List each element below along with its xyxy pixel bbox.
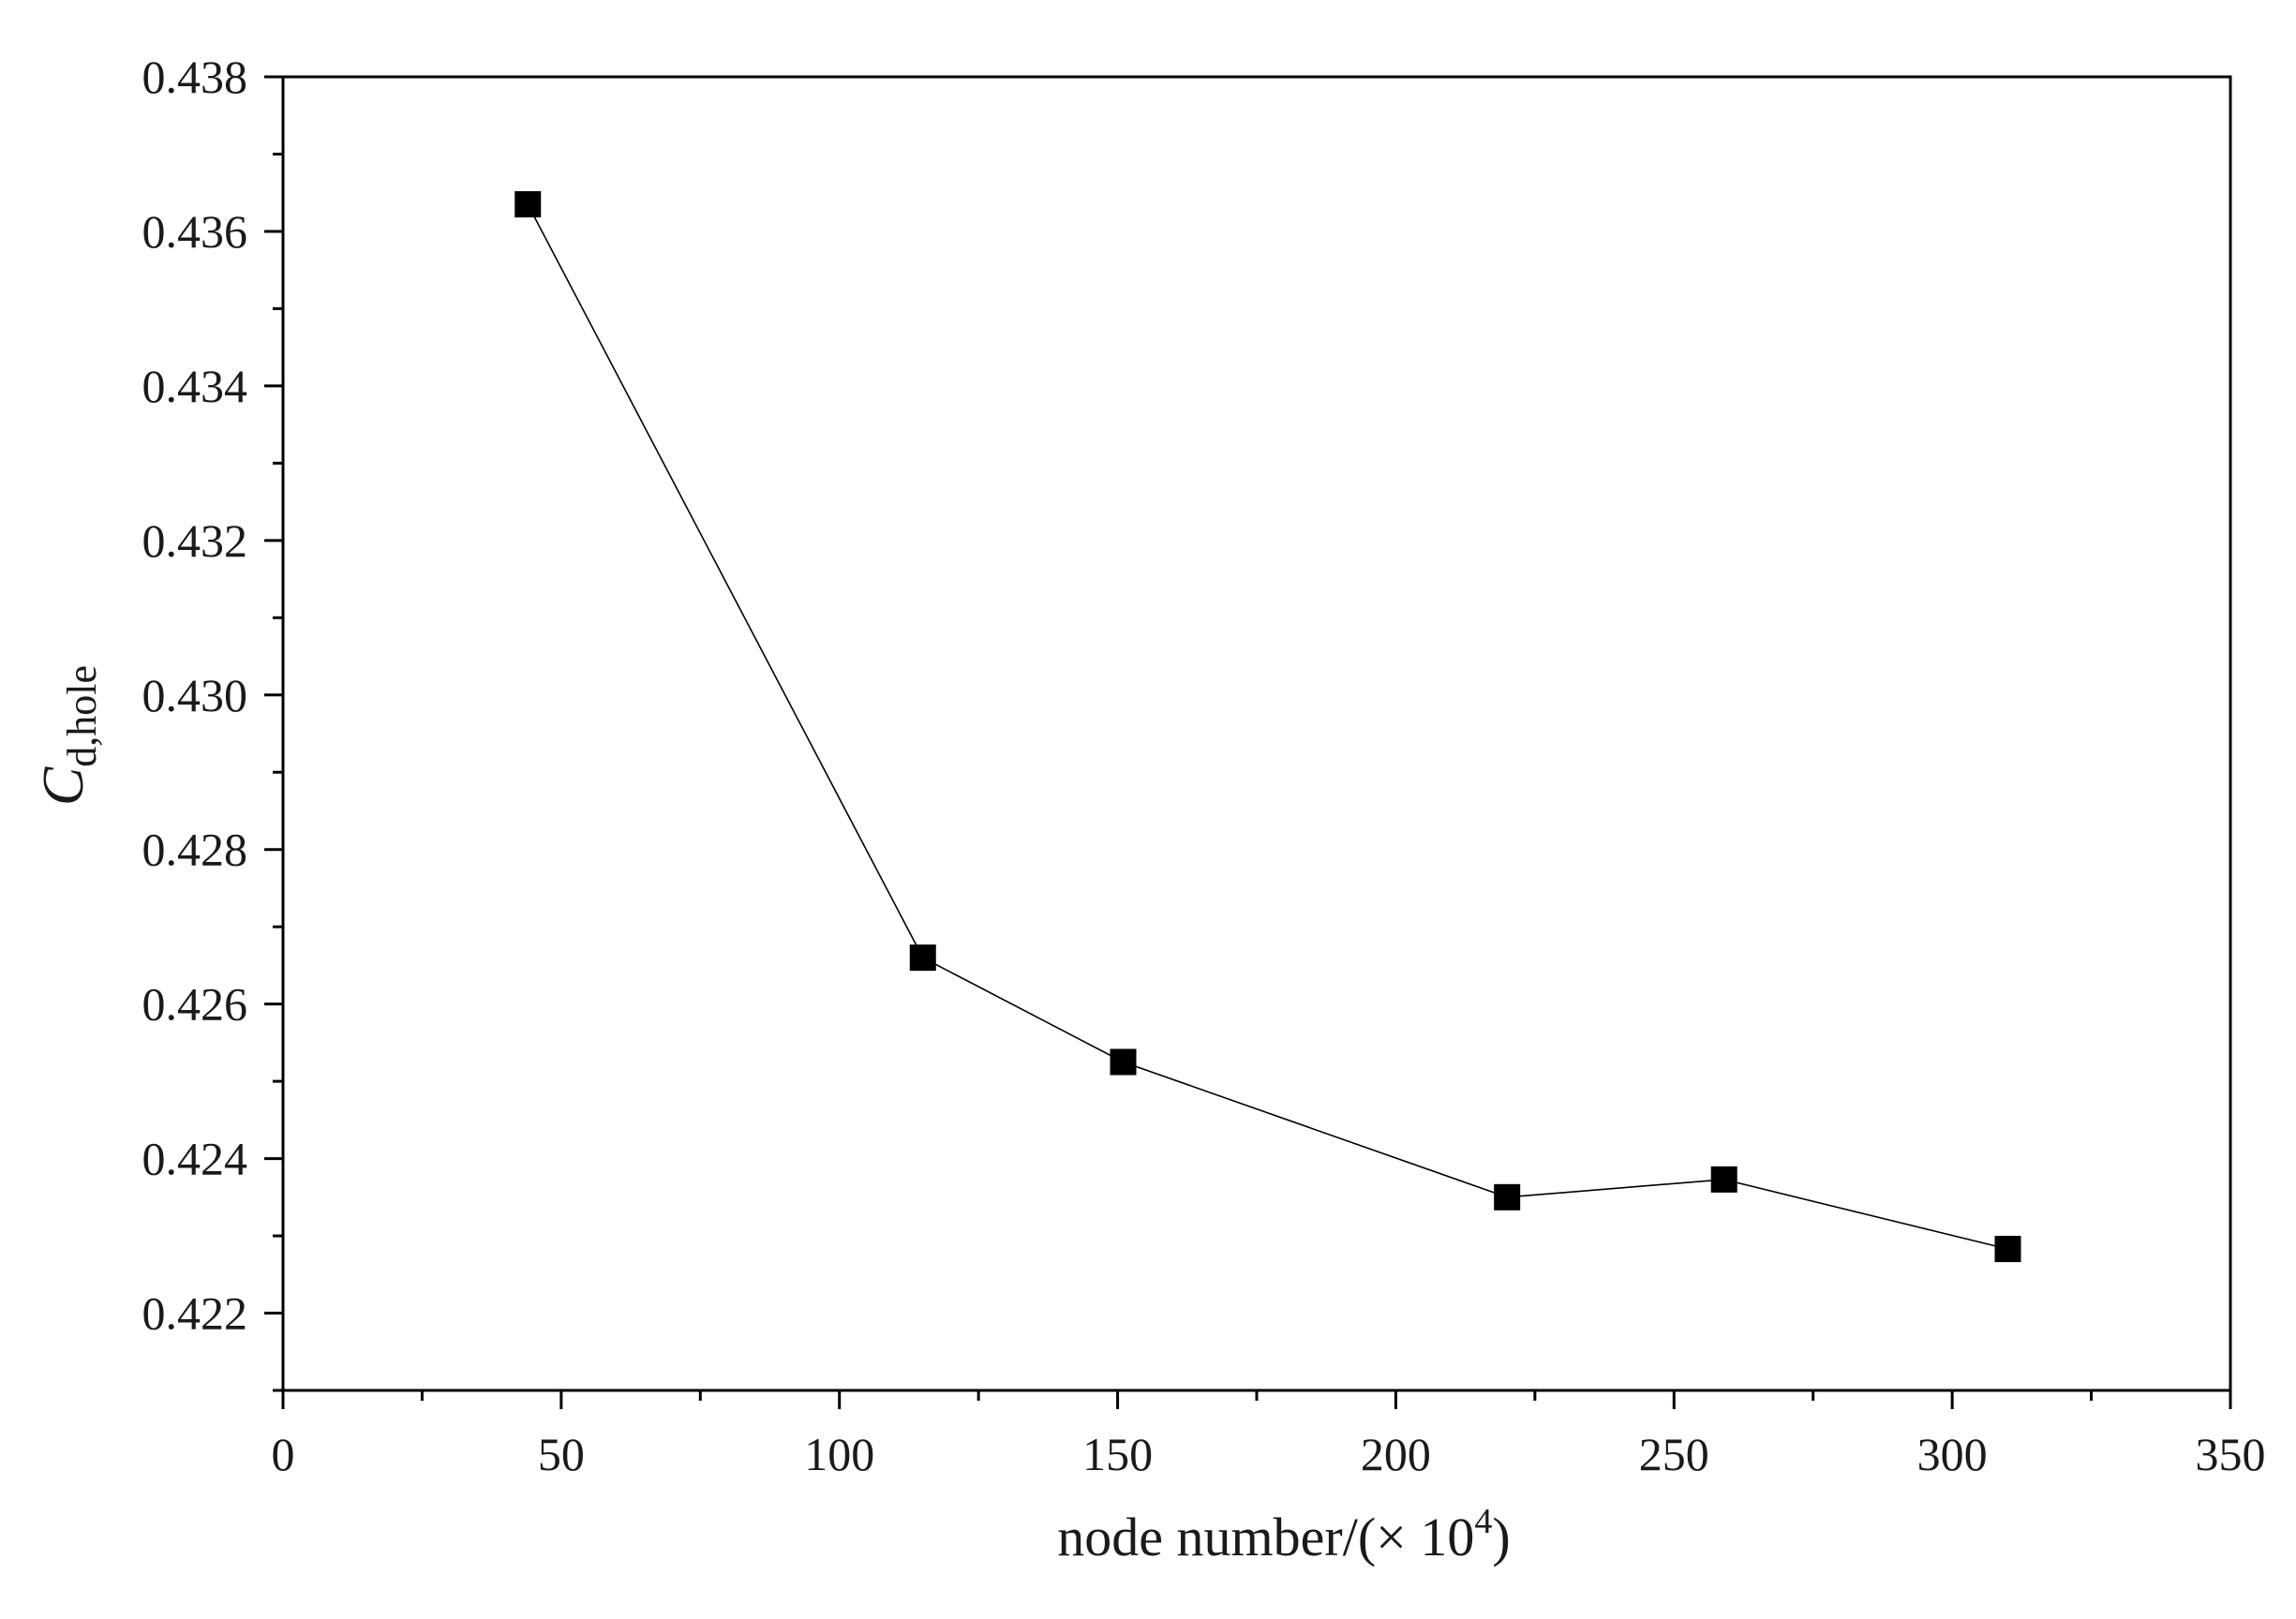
- x-tick-label: 300: [1917, 1428, 1988, 1480]
- series-layer: [514, 191, 2021, 1263]
- plot-area-border: [281, 75, 2232, 1392]
- y-tick-label: 0.436: [142, 205, 248, 258]
- x-tick-label: 100: [804, 1428, 874, 1480]
- y-tick-label: 0.424: [142, 1133, 248, 1185]
- x-tick-label: 150: [1082, 1428, 1153, 1480]
- y-tick-label: 0.422: [142, 1287, 248, 1340]
- data-point: [909, 944, 936, 972]
- x-tick-label: 0: [272, 1428, 295, 1480]
- x-tick-label: 200: [1361, 1428, 1431, 1480]
- x-axis-ticks: 0 50 100 150 200 250 300 350: [272, 1390, 2266, 1480]
- y-tick-label: 0.432: [142, 514, 248, 567]
- x-tick-label: 250: [1639, 1428, 1709, 1480]
- x-axis-label-suffix: ): [1492, 1507, 1510, 1567]
- plot-frame: [281, 75, 2232, 1392]
- data-point: [1110, 1048, 1137, 1076]
- y-tick-label: 0.428: [142, 824, 248, 876]
- y-tick-label: 0.438: [142, 51, 248, 103]
- y-tick-label: 0.426: [142, 978, 248, 1031]
- data-point: [1710, 1166, 1737, 1193]
- y-axis-label-subscript: d,hole: [59, 665, 105, 767]
- series-line: [527, 203, 2008, 1250]
- y-tick-label: 0.430: [142, 669, 248, 721]
- x-axis-label-main: node number/(× 10: [1057, 1507, 1474, 1567]
- y-axis-label-main: C: [32, 766, 96, 806]
- data-point: [514, 191, 542, 218]
- x-tick-label: 350: [2196, 1428, 2266, 1480]
- y-axis-ticks: 0.422 0.424 0.426 0.428 0.430 0.432 0.434 0.436…: [142, 51, 283, 1392]
- y-tick-label: 0.434: [142, 360, 248, 412]
- y-axis-label: Cd,hole: [32, 665, 105, 806]
- data-point: [1994, 1236, 2021, 1263]
- data-point: [1494, 1183, 1521, 1211]
- x-axis-label-superscript: 4: [1474, 1502, 1492, 1541]
- x-axis-label: node number/(× 104): [1057, 1502, 1510, 1567]
- x-tick-label: 50: [538, 1428, 585, 1480]
